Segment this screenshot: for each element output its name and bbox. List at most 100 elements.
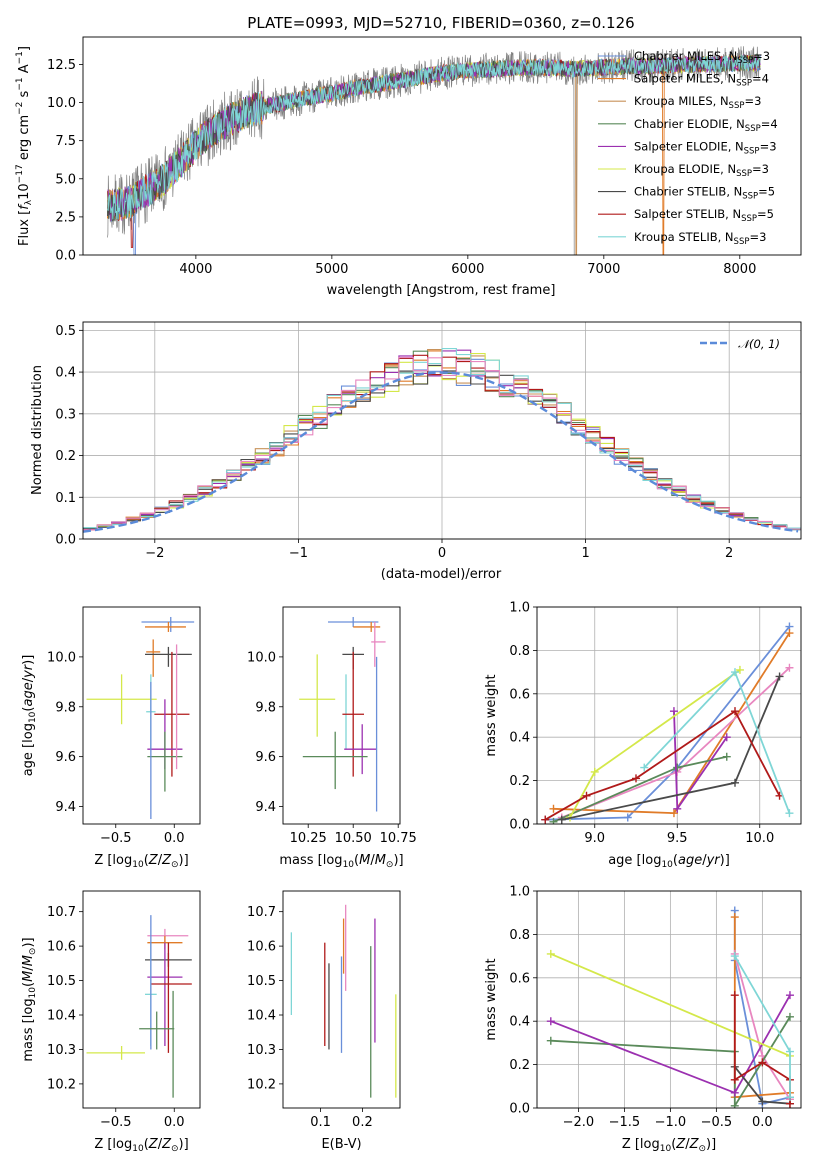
weight-marker [669, 707, 678, 716]
y-tick-label: 0.0 [509, 818, 530, 833]
weight-marker [731, 778, 739, 787]
legend-entry: Chabrier ELODIE, NSSP=4 [634, 117, 778, 134]
x-axis-label: Z [log10(Z/Z⊙)] [622, 1137, 716, 1154]
legend-entry: 𝒩(0, 1) [738, 337, 780, 351]
histogram-steps [83, 348, 801, 533]
x-tick-label: −2 [145, 546, 164, 561]
axes-frame [82, 36, 802, 256]
x-tick-label: 7000 [587, 262, 620, 277]
weight-marker [549, 817, 558, 824]
y-tick-label: 0.8 [509, 644, 530, 659]
legend-entry: Salpeter ELODIE, NSSP=3 [634, 139, 777, 156]
spectrum-legend: Chabrier MILES, NSSP=3 Salpeter MILES, NS… [598, 49, 778, 247]
y-tick-label: 9.8 [55, 700, 76, 715]
y-tick-label: 9.4 [255, 800, 276, 815]
weight-series-line [569, 669, 741, 818]
weight-marker [640, 763, 649, 772]
y-tick-label: 7.5 [55, 134, 76, 149]
weight-marker [735, 665, 744, 674]
y-tick-label: 10.5 [247, 974, 276, 989]
y-tick-label: 10.2 [47, 1077, 76, 1092]
x-tick-label: −2.0 [563, 1115, 595, 1130]
y-tick-label: 9.4 [55, 800, 76, 815]
legend-entry: Kroupa ELODIE, NSSP=3 [634, 162, 769, 179]
x-tick-label: 1 [581, 546, 589, 561]
weight-marker [632, 774, 640, 783]
axes-frame [536, 606, 802, 825]
legend-entry: Chabrier STELIB, NSSP=5 [634, 185, 775, 202]
weight-series-line [544, 709, 781, 821]
x-tick-label: 0.0 [164, 1115, 185, 1130]
y-tick-label: 0.6 [509, 687, 530, 702]
weight-marker [669, 809, 678, 818]
x-tick-label: 0.2 [352, 1115, 373, 1130]
weight-series-line [545, 625, 791, 821]
weight-marker [582, 791, 591, 800]
axes-frame [536, 890, 802, 1109]
weight-marker [730, 913, 739, 922]
axes-frame [82, 321, 802, 540]
x-axis-label: mass [log10(M/M⊙)] [279, 853, 403, 870]
axes-frame [82, 606, 201, 825]
weight-marker [730, 1075, 739, 1084]
y-tick-label: 0.3 [55, 407, 76, 422]
y-tick-label: 9.6 [55, 750, 76, 765]
y-tick-label: 0.2 [55, 449, 76, 464]
weight-lines [541, 622, 794, 824]
weight-series-line [550, 953, 791, 1057]
legend-entry: Chabrier MILES, NSSP=3 [634, 49, 770, 66]
y-tick-label: 0.2 [509, 774, 530, 789]
weight-marker [785, 663, 794, 672]
weight-marker [541, 815, 550, 824]
y-tick-label: 0.6 [509, 971, 530, 986]
x-axis-label: age [log10(age/yr)] [608, 853, 730, 870]
mass-vs-metallicity-panel: −0.5 0.0 10.2 10.3 10.4 10.5 10.6 10.7 Z [log10(… [21, 890, 201, 1154]
weight-marker [546, 1036, 555, 1045]
x-axis-label: Z [log10(Z/Z⊙)] [94, 1137, 188, 1154]
weight-marker [758, 1097, 767, 1106]
x-tick-label: 4000 [179, 262, 212, 277]
y-tick-label: 10.6 [47, 940, 76, 955]
weight-marker [673, 763, 682, 772]
weight-marker [730, 952, 739, 961]
y-tick-label: 10.4 [47, 1009, 76, 1024]
histogram-ylabel: Normed distribution [30, 365, 45, 495]
legend-entry: Kroupa STELIB, NSSP=3 [634, 230, 766, 247]
weight-marker [546, 949, 555, 958]
x-tick-label: 0.0 [164, 831, 185, 846]
weight-marker [557, 815, 566, 824]
weight-marker [785, 629, 794, 638]
legend-entry: Kroupa MILES, NSSP=3 [634, 94, 761, 111]
weight-marker [731, 668, 739, 677]
x-tick-label: 10.50 [335, 831, 372, 846]
axes-frame [282, 606, 401, 825]
spectrum-plot-area: 4000 5000 6000 7000 8000 0.0 2.5 5.0 7.5 10.0 12.5 [47, 36, 802, 277]
x-tick-label: 10.25 [290, 831, 327, 846]
spectrum-lines [107, 46, 761, 255]
x-tick-label: 2 [725, 546, 733, 561]
y-tick-label: 10.3 [247, 1043, 276, 1058]
x-tick-label: 8000 [723, 262, 756, 277]
x-tick-label: −0.5 [100, 831, 132, 846]
spectrum-ylabel: Flux [fλ10−17 erg cm−2 s−1 A−1] [15, 46, 34, 246]
mass-vs-extinction-panel: 0.1 0.2 10.2 10.3 10.4 10.5 10.6 10.7 E(B-V) [247, 890, 401, 1152]
y-axis-label: age [log10(age/yr)] [21, 655, 38, 777]
x-tick-label: 6000 [451, 262, 484, 277]
y-tick-label: 1.0 [509, 601, 530, 616]
weight-marker [785, 991, 794, 1000]
weight-marker [722, 752, 731, 761]
errorbars [86, 915, 192, 1098]
x-tick-label: 5000 [315, 262, 348, 277]
y-tick-label: 0.1 [55, 491, 76, 506]
y-tick-label: 10.7 [247, 905, 276, 920]
y-tick-label: 0.4 [509, 1015, 530, 1030]
model-spectrum-line [107, 54, 761, 222]
errorbars [86, 616, 195, 820]
weight-marker [785, 1047, 794, 1056]
weight-series-line [643, 670, 791, 814]
y-tick-label: 0.0 [509, 1102, 530, 1117]
weight-marker [775, 672, 784, 681]
histogram-plot-area: −2 −1 0 1 2 0.0 0.1 0.2 0.3 0.4 0.5 𝒩(0, 1) [55, 321, 802, 561]
y-tick-label: 0.8 [509, 928, 530, 943]
